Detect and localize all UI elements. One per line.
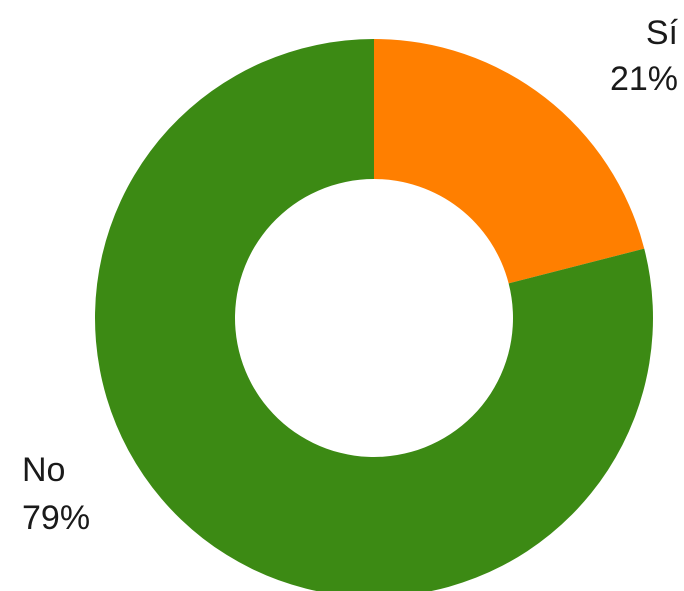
slice-label-name: No bbox=[22, 451, 65, 489]
slice-labels: Sí 21% No 79% bbox=[22, 14, 679, 537]
slice-si bbox=[374, 39, 645, 284]
slice-no bbox=[95, 39, 653, 591]
donut-slices bbox=[95, 39, 653, 591]
slice-label-value: 21% bbox=[610, 60, 678, 98]
slice-label-name: Sí bbox=[646, 14, 679, 52]
slice-label-value: 79% bbox=[22, 499, 90, 537]
